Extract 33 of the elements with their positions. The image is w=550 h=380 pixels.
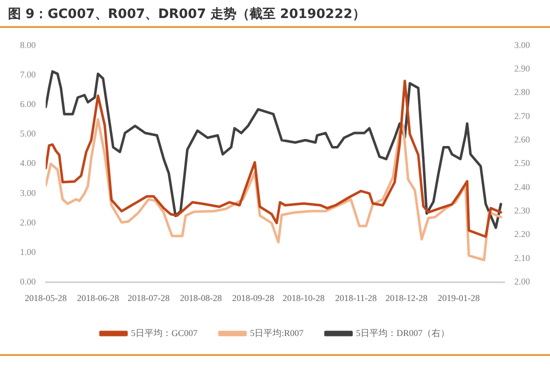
- x-tick-label: 2018-11-28: [335, 292, 378, 303]
- y2-tick-label: 3.00: [514, 40, 530, 50]
- y2-tick-label: 2.40: [514, 182, 530, 192]
- y2-tick-label: 2.30: [514, 206, 530, 216]
- y2-tick-label: 2.60: [514, 134, 530, 144]
- y2-tick-label: 2.90: [514, 63, 530, 74]
- x-tick-label: 2018-05-28: [24, 292, 68, 303]
- chart-title: 图 9：GC007、R007、DR007 走势（截至 20190222）: [8, 6, 366, 23]
- y-tick-label: 4.00: [20, 158, 36, 168]
- y-tick-label: 2.00: [20, 217, 36, 228]
- y2-tick-label: 2.00: [514, 276, 530, 287]
- legend-label: 5日平均:R007: [250, 328, 304, 338]
- x-tick-label: 2018-10-28: [282, 292, 326, 303]
- y2-tick-label: 2.20: [514, 229, 530, 240]
- legend-label: 5日平均：GC007: [130, 328, 198, 338]
- y2-tick-label: 2.10: [514, 252, 530, 263]
- y-tick-label: 1.00: [20, 246, 36, 257]
- y-tick-label: 0.00: [20, 276, 36, 287]
- x-tick-label: 2018-07-28: [128, 292, 170, 303]
- y-tick-label: 3.00: [20, 188, 36, 198]
- y-tick-label: 7.00: [20, 69, 36, 80]
- legend-label: 5日平均：DR007（右）: [356, 328, 450, 338]
- y2-tick-label: 2.50: [514, 158, 530, 168]
- x-tick-label: 2018-12-28: [385, 292, 428, 303]
- y-tick-label: 8.00: [20, 40, 36, 50]
- x-tick-label: 2018-06-28: [77, 292, 120, 303]
- x-tick-label: 2018-09-28: [232, 292, 275, 303]
- y2-tick-label: 2.80: [514, 87, 530, 98]
- y-tick-label: 6.00: [20, 98, 36, 109]
- x-tick-label: 2019-01-28: [438, 292, 480, 303]
- x-tick-label: 2018-08-28: [180, 292, 222, 303]
- y-tick-label: 5.00: [20, 128, 36, 139]
- y2-tick-label: 2.70: [514, 110, 530, 121]
